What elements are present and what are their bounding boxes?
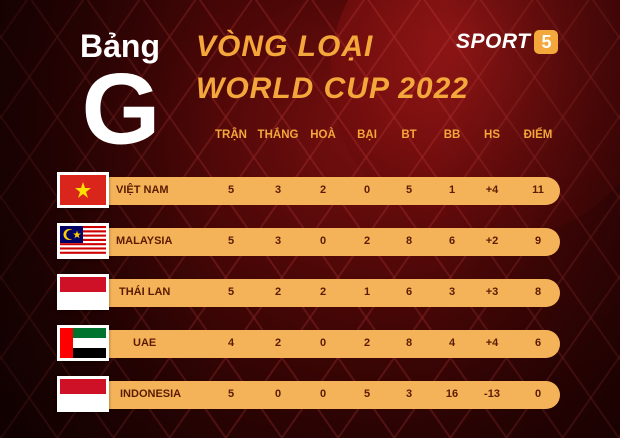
stat-cell: 16 xyxy=(445,388,459,400)
stat-cell: -13 xyxy=(484,388,500,400)
column-header: THẮNG xyxy=(257,129,299,141)
stat-cell: 6 xyxy=(448,235,456,247)
stat-cell: 11 xyxy=(532,184,544,196)
stat-cell: 0 xyxy=(534,388,542,400)
standings-row: INDONESIA 5 0 0 5 3 16 -13 0 xyxy=(0,376,620,416)
stat-cell: 0 xyxy=(319,388,327,400)
row-bar xyxy=(87,228,560,256)
stat-cell: +4 xyxy=(485,184,499,196)
row-bar xyxy=(87,279,560,307)
stat-cell: 4 xyxy=(448,337,456,349)
column-header: TRẬN xyxy=(215,129,247,141)
stat-cell: 2 xyxy=(319,184,327,196)
stat-cell: 5 xyxy=(227,286,235,298)
stat-cell: 0 xyxy=(363,184,371,196)
thailand-flag xyxy=(57,274,109,310)
standings-row: VIỆT NAM 5 3 2 0 5 1 +4 11 xyxy=(0,172,620,212)
team-name: MALAYSIA xyxy=(116,235,173,247)
column-header: BB xyxy=(443,129,461,141)
stat-cell: +4 xyxy=(485,337,499,349)
stat-cell: 2 xyxy=(363,235,371,247)
logo-text: SPORT xyxy=(456,30,531,53)
stat-cell: 5 xyxy=(405,184,413,196)
stat-cell: 3 xyxy=(274,184,282,196)
stat-cell: 5 xyxy=(363,388,371,400)
team-name: VIỆT NAM xyxy=(116,184,169,196)
row-bar xyxy=(87,330,560,358)
row-bar xyxy=(87,381,560,409)
stat-cell: 1 xyxy=(363,286,371,298)
column-header: BT xyxy=(401,129,417,141)
stat-cell: 0 xyxy=(319,235,327,247)
stat-cell: 2 xyxy=(319,286,327,298)
sport5-logo: SPORT 5 xyxy=(456,30,559,54)
stat-cell: 3 xyxy=(274,235,282,247)
stat-cell: 8 xyxy=(534,286,542,298)
stat-cell: 3 xyxy=(448,286,456,298)
group-letter: G xyxy=(82,68,161,154)
stat-cell: 6 xyxy=(534,337,542,349)
group-label: Bảng xyxy=(80,28,160,64)
standings-row: THÁI LAN 5 2 2 1 6 3 +3 8 xyxy=(0,274,620,314)
row-bar xyxy=(87,177,560,205)
stat-cell: 0 xyxy=(319,337,327,349)
stat-cell: 5 xyxy=(227,235,235,247)
indonesia-flag xyxy=(57,376,109,412)
column-header: BẠI xyxy=(357,129,377,141)
group-letter-logo: G xyxy=(78,52,164,166)
stat-cell: 2 xyxy=(274,337,282,349)
uae-flag xyxy=(57,325,109,361)
stat-cell: +2 xyxy=(485,235,499,247)
stat-cell: 5 xyxy=(227,388,235,400)
team-name: THÁI LAN xyxy=(119,286,171,298)
title-line-2: WORLD CUP 2022 xyxy=(196,72,469,105)
stat-cell: 9 xyxy=(534,235,542,247)
stat-cell: 6 xyxy=(405,286,413,298)
stat-cell: 3 xyxy=(405,388,413,400)
stat-cell: 0 xyxy=(274,388,282,400)
vietnam-flag xyxy=(57,172,109,208)
standings-row: MALAYSIA 5 3 0 2 8 6 +2 9 xyxy=(0,223,620,263)
malaysia-flag xyxy=(57,223,109,259)
stat-cell: 5 xyxy=(227,184,235,196)
stat-cell: 8 xyxy=(405,337,413,349)
table-header: TRẬN THẮNG HOÀ BẠI BT BB HS ĐIỂM xyxy=(0,129,620,153)
stat-cell: 4 xyxy=(227,337,235,349)
column-header: ĐIỂM xyxy=(523,129,553,141)
stat-cell: 2 xyxy=(363,337,371,349)
column-header: HOÀ xyxy=(310,129,336,141)
title-line-1: VÒNG LOẠI xyxy=(196,30,374,63)
stat-cell: 1 xyxy=(448,184,456,196)
team-name: INDONESIA xyxy=(120,388,182,400)
standings-row: UAE 4 2 0 2 8 4 +4 6 xyxy=(0,325,620,365)
column-header: HS xyxy=(484,129,500,141)
stat-cell: +3 xyxy=(485,286,499,298)
logo-number: 5 xyxy=(534,30,559,54)
stat-cell: 2 xyxy=(274,286,282,298)
team-name: UAE xyxy=(133,337,157,349)
stat-cell: 8 xyxy=(405,235,413,247)
